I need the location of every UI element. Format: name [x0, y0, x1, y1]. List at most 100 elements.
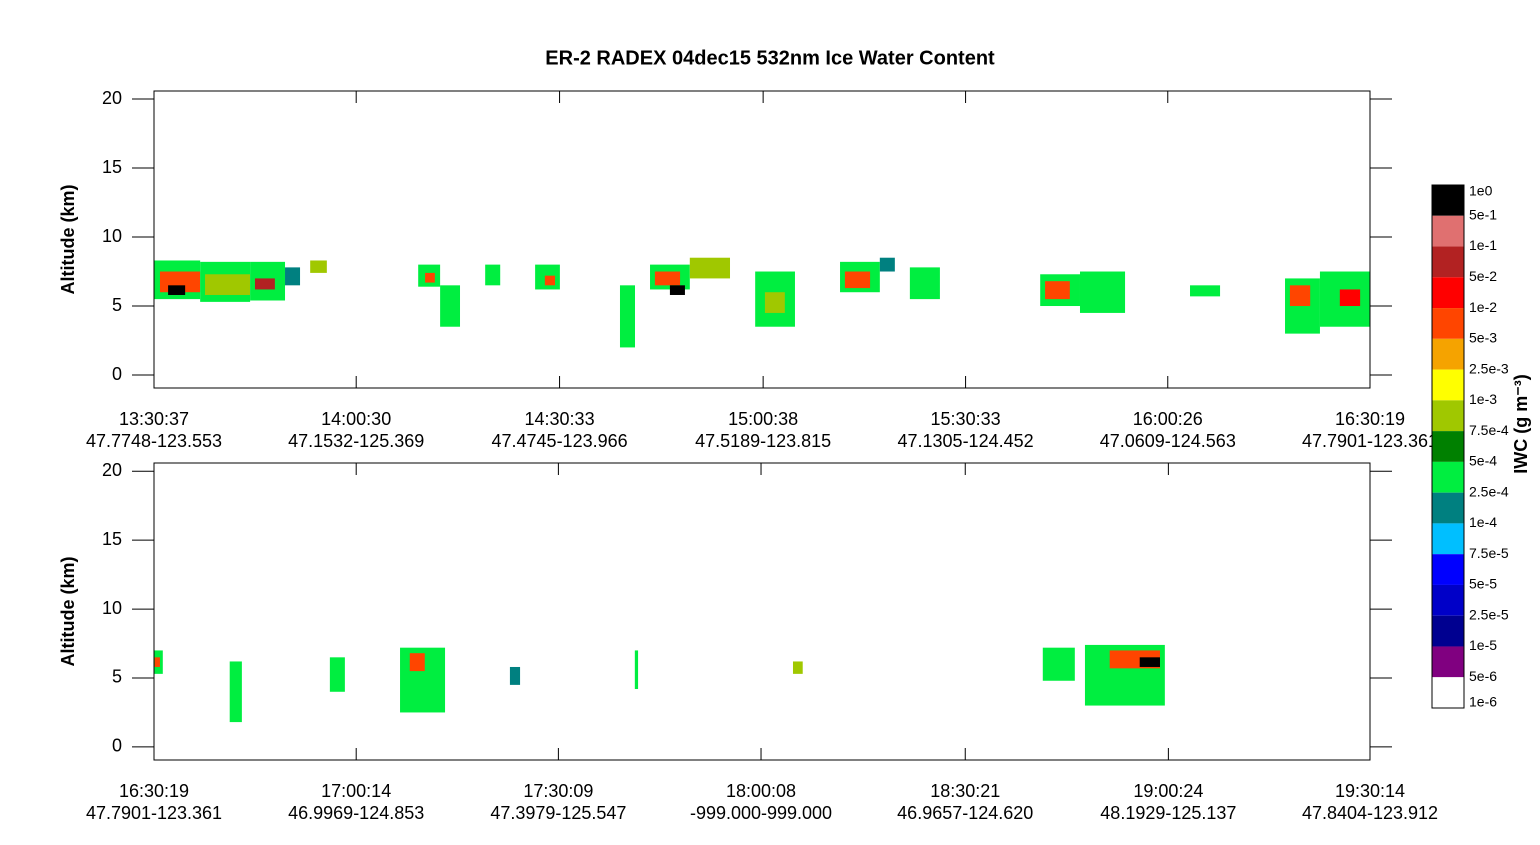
plot-frame: [153, 90, 1371, 389]
x-tick-label: 17:00:14: [321, 781, 391, 801]
cloud-cell: [1045, 281, 1070, 300]
cloud-cell: [764, 292, 785, 313]
colorbar-swatch: [1432, 308, 1464, 339]
y-tick-label: 5: [112, 667, 122, 687]
colorbar-swatch: [1432, 554, 1464, 585]
cloud-cell: [168, 285, 186, 295]
x-tick-label: 18:00:08: [726, 781, 796, 801]
cloud-cell: [654, 271, 681, 286]
cloud-cell: [669, 285, 685, 295]
cloud-cell: [509, 666, 521, 685]
cloud-cell: [254, 278, 275, 290]
x-tick-sublabel: 47.1305-124.452: [898, 431, 1034, 451]
cloud-cell: [1139, 657, 1160, 667]
x-tick-label: 13:30:37: [119, 409, 189, 429]
colorbar-title: IWC (g m⁻³): [1511, 374, 1531, 473]
colorbar-swatch: [1432, 523, 1464, 555]
colorbar-label: 1e-1: [1469, 237, 1497, 253]
colorbar-label: 1e-5: [1469, 637, 1497, 653]
colorbar-label: 1e-3: [1469, 391, 1497, 407]
colorbar-label: 1e0: [1469, 183, 1493, 199]
cloud-cell: [1042, 647, 1075, 681]
x-tick-label: 19:30:14: [1335, 781, 1405, 801]
colorbar-swatch: [1432, 431, 1464, 462]
x-tick-label: 16:00:26: [1133, 409, 1203, 429]
colorbar-label: 2.5e-5: [1469, 606, 1509, 622]
x-tick-sublabel: 46.9657-124.620: [897, 803, 1033, 823]
cloud-cell: [285, 267, 301, 286]
y-tick-label: 0: [112, 736, 122, 756]
cloud-cell: [879, 257, 895, 272]
x-tick-label: 14:30:33: [525, 409, 595, 429]
colorbar-label: 5e-6: [1469, 668, 1497, 684]
cloud-cell: [634, 650, 639, 690]
colorbar-swatch: [1432, 215, 1464, 247]
colorbar-swatch: [1432, 338, 1464, 370]
colorbar-swatch: [1432, 461, 1464, 493]
colorbar-label: 7.5e-4: [1469, 422, 1509, 438]
colorbar-label: 1e-6: [1469, 694, 1497, 710]
colorbar-swatch: [1432, 646, 1464, 678]
x-tick-sublabel: 47.0609-124.563: [1100, 431, 1236, 451]
y-tick-label: 15: [102, 157, 122, 177]
cloud-cell: [310, 260, 327, 273]
colorbar-label: 1e-2: [1469, 299, 1497, 315]
colorbar-swatch: [1432, 615, 1464, 647]
colorbar-swatch: [1432, 246, 1464, 278]
x-tick-sublabel: 48.1929-125.137: [1100, 803, 1236, 823]
cloud-cell: [619, 285, 636, 348]
y-tick-label: 10: [102, 226, 122, 246]
chart-title: ER-2 RADEX 04dec15 532nm Ice Water Conte…: [545, 47, 995, 69]
cloud-cell: [1079, 271, 1126, 313]
y-tick-label: 10: [102, 598, 122, 618]
plot-frame: [153, 462, 1371, 761]
x-tick-sublabel: 47.7901-123.361: [1302, 431, 1438, 451]
y-axis-label: Altitude (km): [58, 184, 78, 294]
colorbar-label: 5e-2: [1469, 268, 1497, 284]
cloud-cell: [909, 267, 940, 300]
cloud-cell: [792, 661, 803, 674]
cloud-cell: [409, 653, 425, 672]
x-tick-sublabel: 46.9969-124.853: [288, 803, 424, 823]
colorbar-swatch: [1432, 677, 1464, 708]
colorbar-frame: [1431, 184, 1465, 709]
x-tick-sublabel: 47.4745-123.966: [492, 431, 628, 451]
x-tick-label: 16:30:19: [119, 781, 189, 801]
x-tick-label: 14:00:30: [321, 409, 391, 429]
cloud-cell: [205, 274, 251, 295]
x-tick-sublabel: 47.3979-125.547: [490, 803, 626, 823]
colorbar-label: 1e-4: [1469, 514, 1497, 530]
cloud-cell: [1190, 285, 1221, 297]
x-tick-sublabel: 47.5189-123.815: [695, 431, 831, 451]
y-tick-label: 20: [102, 88, 122, 108]
colorbar-swatch: [1432, 400, 1464, 432]
y-tick-label: 15: [102, 529, 122, 549]
cloud-cell: [689, 257, 731, 279]
colorbar-label: 2.5e-3: [1469, 360, 1509, 376]
colorbar-label: 5e-1: [1469, 206, 1497, 222]
cloud-cell: [844, 271, 871, 289]
x-tick-label: 15:00:38: [728, 409, 798, 429]
x-tick-sublabel: 47.1532-125.369: [288, 431, 424, 451]
y-tick-label: 20: [102, 460, 122, 480]
cloud-cell: [485, 264, 501, 286]
colorbar-label: 7.5e-5: [1469, 545, 1509, 561]
colorbar-swatch: [1432, 369, 1464, 401]
y-axis-label: Altitude (km): [58, 556, 78, 666]
cloud-cell: [1339, 289, 1361, 307]
colorbar-label: 5e-3: [1469, 330, 1497, 346]
x-tick-sublabel: 47.8404-123.912: [1302, 803, 1438, 823]
colorbar-swatch: [1432, 584, 1464, 616]
cloud-cell: [544, 275, 556, 286]
cloud-cell: [1289, 285, 1311, 307]
x-tick-sublabel: 47.7748-123.553: [86, 431, 222, 451]
cloud-cell: [440, 285, 461, 327]
x-tick-label: 19:00:24: [1133, 781, 1203, 801]
x-tick-sublabel: 47.7901-123.361: [86, 803, 222, 823]
x-tick-sublabel: -999.000-999.000: [690, 803, 832, 823]
y-tick-label: 5: [112, 295, 122, 315]
cloud-cell: [229, 661, 242, 723]
colorbar-swatch: [1432, 185, 1464, 216]
colorbar-label: 5e-4: [1469, 453, 1497, 469]
